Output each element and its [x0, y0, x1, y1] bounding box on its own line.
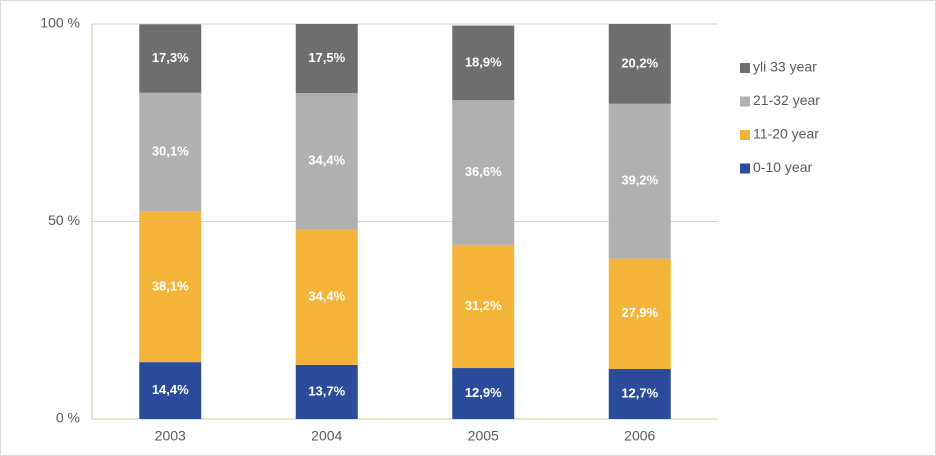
- value-label: 17,3%: [152, 50, 189, 65]
- value-label: 17,5%: [308, 50, 345, 65]
- legend-label: yli 33 year: [753, 59, 817, 75]
- legend-label: 11-20 year: [753, 126, 819, 142]
- bar-segment: [608, 368, 671, 419]
- value-label: 27,9%: [621, 305, 658, 320]
- bar-segment: [452, 244, 515, 369]
- value-label: 14,4%: [152, 382, 189, 397]
- value-label: 13,7%: [308, 383, 345, 398]
- y-tick-label: 100 %: [40, 15, 80, 31]
- x-tick-label: 2005: [468, 428, 499, 444]
- bar-segment: [139, 92, 202, 212]
- value-label: 12,7%: [621, 385, 658, 400]
- legend-swatch: [740, 63, 750, 73]
- bar-segment: [608, 24, 671, 104]
- value-label: 31,2%: [465, 298, 502, 313]
- legend-swatch: [740, 96, 750, 107]
- legend-label: 0-10 year: [753, 159, 812, 175]
- value-label: 30,1%: [152, 144, 189, 159]
- bar-segment: [295, 24, 358, 94]
- bar-segment: [452, 100, 515, 245]
- bar-segment: [608, 258, 671, 369]
- bar-segment: [452, 368, 515, 419]
- x-tick-label: 2006: [624, 428, 655, 444]
- value-label: 38,1%: [152, 278, 189, 293]
- bar-segment: [139, 24, 202, 93]
- bar-segment: [139, 362, 202, 419]
- y-tick-label: 0 %: [56, 410, 80, 426]
- legend-swatch: [740, 130, 750, 140]
- bar-segment: [139, 211, 202, 363]
- bar-segment: [295, 229, 358, 365]
- bar-segment: [295, 93, 358, 230]
- value-label: 34,4%: [308, 288, 345, 303]
- x-tick-label: 2003: [155, 428, 186, 444]
- bar-segment: [452, 25, 515, 101]
- bar-segment: [295, 364, 358, 419]
- y-tick-label: 50 %: [48, 212, 80, 228]
- value-label: 18,9%: [465, 54, 502, 69]
- legend-swatch: [740, 163, 750, 174]
- value-label: 34,4%: [308, 153, 345, 168]
- x-tick-label: 2004: [311, 428, 342, 444]
- value-label: 36,6%: [465, 164, 502, 179]
- value-label: 39,2%: [621, 173, 658, 188]
- value-label: 12,9%: [465, 385, 502, 400]
- legend-label: 21-32 year: [753, 92, 820, 108]
- value-label: 20,2%: [621, 55, 658, 70]
- bar-segment: [608, 103, 671, 259]
